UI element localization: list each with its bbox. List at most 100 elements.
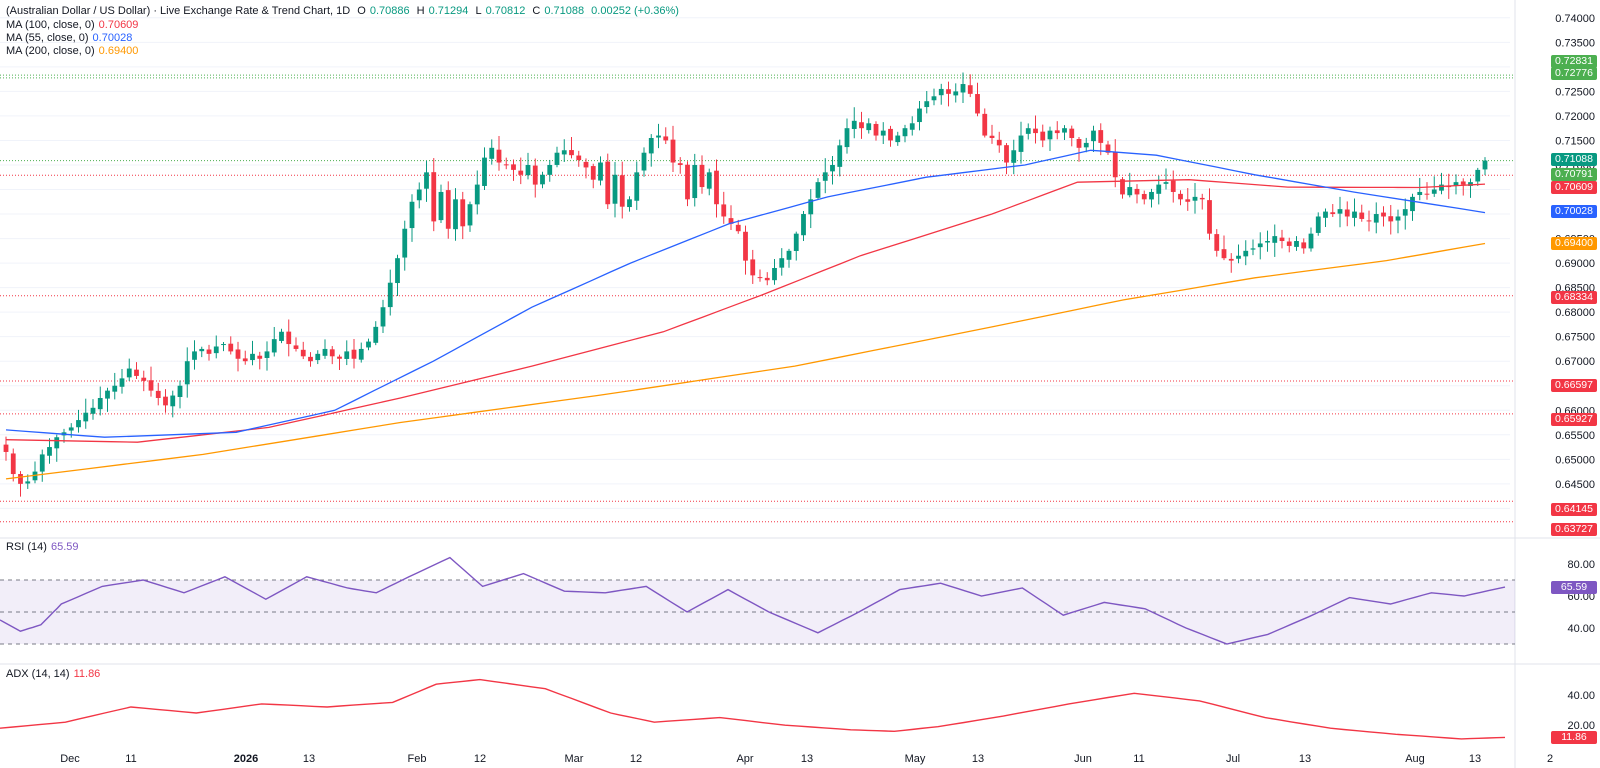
price-tag: 0.63727 — [1551, 522, 1597, 536]
candle-body — [170, 395, 176, 407]
candle-body — [793, 233, 799, 251]
candle-body — [47, 447, 52, 456]
candle-body — [1004, 145, 1009, 163]
candle-body — [648, 138, 654, 154]
candle-body — [1098, 130, 1104, 143]
rsi-tick-label: 60.00 — [1567, 591, 1595, 603]
ma200-value: 0.69400 — [98, 45, 139, 57]
candle-body — [1323, 211, 1328, 218]
ma100-label: MA (100, close, 0) — [6, 19, 95, 31]
candle-body — [750, 259, 756, 276]
rsi-tag: 65.59 — [1551, 580, 1597, 594]
candle-body — [228, 343, 234, 352]
candle-body — [1025, 128, 1031, 134]
candle-body — [438, 191, 444, 221]
candle-body — [1453, 182, 1459, 186]
candle-body — [866, 123, 872, 131]
adx-tick-label: 40.00 — [1567, 690, 1595, 702]
candle-body — [627, 199, 632, 208]
candle-body — [873, 123, 879, 136]
candle-body — [1475, 169, 1481, 182]
candle-body — [1185, 199, 1191, 202]
symbol-legend: (Australian Dollar / US Dollar) · Live E… — [6, 5, 683, 18]
candle-body — [489, 147, 495, 159]
candle-body — [380, 307, 386, 327]
time-tick-label: 2 — [1547, 753, 1553, 765]
candle-body — [1228, 258, 1234, 261]
candle-body — [257, 355, 263, 359]
candle-body — [859, 122, 864, 129]
candle-body — [851, 120, 857, 129]
time-tick-label: Feb — [408, 753, 427, 765]
candle-body — [10, 453, 16, 475]
price-tag: 0.69400 — [1551, 236, 1597, 250]
price-tick-label: 0.73500 — [1555, 37, 1595, 49]
candle-body — [1250, 248, 1256, 250]
candle-body — [728, 218, 734, 224]
time-tick-label: 12 — [630, 753, 642, 765]
candle-body — [641, 152, 647, 171]
candle-body — [1286, 241, 1292, 246]
time-tick-label: 11 — [1133, 753, 1144, 765]
candle-body — [909, 123, 915, 130]
price-tag: 0.68334 — [1551, 290, 1597, 304]
candle-body — [1417, 191, 1423, 195]
price-tag: 0.70028 — [1551, 204, 1597, 218]
candle-body — [996, 139, 1002, 146]
candle-body — [735, 224, 741, 232]
candle-body — [1236, 255, 1241, 259]
high-value: 0.71294 — [428, 5, 469, 17]
candle-body — [416, 189, 422, 201]
candle-body — [1395, 216, 1401, 221]
candle-body — [779, 258, 785, 268]
rsi-band — [0, 579, 1515, 645]
candle-body — [1388, 216, 1394, 222]
candle-body — [757, 277, 763, 279]
candle-body — [83, 412, 89, 422]
moving-averages — [5, 149, 1486, 480]
candle-body — [1431, 189, 1437, 194]
candle-body — [561, 150, 567, 155]
price-tick-label: 0.67500 — [1555, 332, 1595, 344]
rsi-tick-label: 40.00 — [1567, 623, 1595, 635]
candle-body — [1156, 184, 1162, 194]
candle-body — [97, 398, 103, 410]
open-value: 0.70886 — [369, 5, 410, 17]
candle-body — [387, 282, 393, 308]
price-tick-label: 0.68000 — [1555, 307, 1595, 319]
time-tick-label: 13 — [303, 753, 315, 765]
candle-body — [699, 164, 705, 188]
adx-label: ADX (14, 14) — [6, 668, 70, 680]
candle-body — [540, 174, 545, 185]
adx-tick-label: 20.00 — [1567, 720, 1595, 732]
rsi-legend: RSI (14) 65.59 — [6, 541, 79, 554]
candle-body — [351, 349, 357, 359]
candle-body — [692, 164, 698, 199]
candle-body — [460, 199, 466, 227]
ma55-line — [5, 149, 1486, 438]
candle-body — [714, 170, 719, 205]
candle-body — [525, 164, 531, 176]
candle-body — [1366, 220, 1372, 222]
candle-body — [518, 170, 524, 175]
candle-body — [105, 390, 110, 399]
price-tick-label: 0.74000 — [1555, 13, 1595, 25]
symbol-title: (Australian Dollar / US Dollar) · Live E… — [6, 5, 351, 17]
price-tag: 0.71088 — [1551, 152, 1597, 166]
price-tick-label: 0.72500 — [1555, 86, 1595, 98]
candle-body — [772, 268, 777, 281]
candle-body — [1272, 236, 1278, 243]
candle-body — [503, 164, 509, 166]
candle-body — [308, 356, 313, 362]
time-tick-label: May — [905, 753, 926, 765]
adx-polyline — [0, 678, 1506, 740]
axis-labels: 0.740000.735000.730000.725000.720000.715… — [60, 13, 1595, 765]
candle-body — [39, 454, 45, 472]
candle-body — [213, 346, 219, 354]
candle-body — [743, 231, 748, 261]
candle-body — [938, 88, 944, 96]
candle-body — [547, 164, 553, 175]
candle-body — [1301, 242, 1307, 249]
candle-body — [358, 348, 364, 360]
